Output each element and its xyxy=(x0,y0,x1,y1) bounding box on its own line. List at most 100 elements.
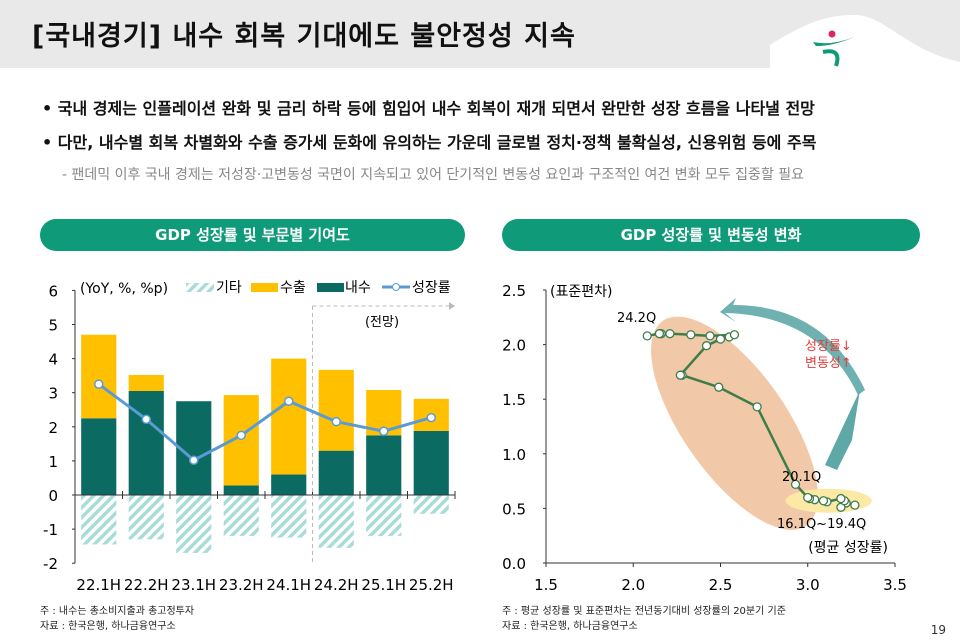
label-24-2q: 24.2Q xyxy=(617,311,656,326)
bar-other xyxy=(318,495,354,548)
data-point xyxy=(715,334,726,344)
growth-point xyxy=(94,379,104,389)
trend-label-volatility: 변동성↑ xyxy=(805,356,852,371)
x-tick-label: 22.1H xyxy=(76,576,121,594)
bullet-2: • 다만, 내수별 회복 차별화와 수출 증가세 둔화에 유의하는 가운데 글로… xyxy=(42,133,817,152)
bar-export xyxy=(318,369,354,451)
y-tick-label: 1 xyxy=(48,453,58,471)
y-tick-label: 2.5 xyxy=(502,282,526,300)
y-tick-label: 1.0 xyxy=(502,446,526,464)
data-point xyxy=(752,402,762,412)
y-tick-label: 3 xyxy=(48,385,58,403)
legend-growth: 성장률 xyxy=(412,280,451,296)
bar-other xyxy=(223,495,259,536)
bar-domestic xyxy=(223,485,259,495)
x-tick-label: 24.1H xyxy=(266,576,311,594)
chart2-note: 주 : 평균 성장률 및 표준편차는 전년동기대비 성장률의 20분기 기준 xyxy=(502,606,786,617)
chart1-note: 주 : 내수는 총소비지출과 총고정투자 xyxy=(40,606,195,617)
forecast-arrowhead-icon xyxy=(449,302,455,310)
x-tick-label: 2.0 xyxy=(621,576,645,594)
data-point xyxy=(714,382,724,392)
label-16-19: 16.1Q~19.4Q xyxy=(777,517,866,532)
sub-bullet: - 팬데믹 이후 국내 경제는 저성장·고변동성 국면이 지속되고 있어 단기적… xyxy=(62,167,805,183)
high-volatility-ellipse xyxy=(651,316,818,530)
y-tick-label: 0.5 xyxy=(502,500,526,518)
bar-domestic xyxy=(366,435,402,495)
trend-label-growth: 성장률↓ xyxy=(805,339,852,354)
y-tick-label: 0.0 xyxy=(502,555,526,573)
logo-area xyxy=(770,15,960,70)
legend-swatch-growth-point xyxy=(392,283,400,291)
growth-point xyxy=(284,396,294,406)
bar-other xyxy=(271,495,307,538)
trend-arrow-tail xyxy=(825,390,860,470)
trend-arrow-icon xyxy=(720,298,865,395)
data-point xyxy=(818,496,829,506)
growth-point xyxy=(331,416,341,427)
y-tick-label: 0 xyxy=(48,487,58,505)
growth-point xyxy=(236,430,246,441)
y-tick-label: 1.5 xyxy=(502,391,526,409)
bar-domestic xyxy=(318,450,354,495)
bar-other xyxy=(413,495,449,514)
y-tick-label: 2 xyxy=(48,419,58,437)
chart2-source: 자료 : 한국은행, 하나금융연구소 xyxy=(502,621,638,632)
hana-logo-icon xyxy=(813,30,854,67)
data-point xyxy=(665,329,675,339)
growth-point xyxy=(141,414,151,425)
data-point xyxy=(850,500,860,510)
x-tick-label: 25.2H xyxy=(409,576,454,594)
page-number: 19 xyxy=(930,623,946,637)
data-point xyxy=(675,370,686,380)
data-point xyxy=(836,493,846,504)
data-point xyxy=(701,341,712,351)
x-tick-label: 2.5 xyxy=(709,576,733,594)
legend-swatch-domestic xyxy=(317,283,344,292)
legend-export: 수출 xyxy=(280,280,306,296)
chart1-title: GDP 성장률 및 부문별 기여도 xyxy=(40,219,465,251)
legend-other: 기타 xyxy=(216,280,242,296)
chart1-source: 자료 : 한국은행, 하나금융연구소 xyxy=(40,621,176,632)
contribution-chart: -2 -1 0 1 2 3 4 5 6 22.1H 22.2H 23.1H 23.2H 24.1H 24.2… xyxy=(43,280,456,594)
legend-domestic: 내수 xyxy=(345,280,371,296)
x-tick-label: 24.2H xyxy=(314,576,359,594)
bar-domestic xyxy=(176,401,212,495)
data-point xyxy=(654,329,665,339)
y-tick-label: 5 xyxy=(48,317,58,335)
bar-export xyxy=(81,334,117,419)
bullet-1: • 국내 경제는 인플레이션 완화 및 금리 하락 등에 힘입어 내수 회복이 … xyxy=(42,99,815,118)
growth-point xyxy=(426,412,436,423)
x-tick-label: 23.2H xyxy=(219,576,264,594)
x-tick-label: 22.2H xyxy=(124,576,169,594)
data-point xyxy=(686,330,696,340)
x-axis-label: (평균 성장률) xyxy=(808,540,888,556)
bar-domestic xyxy=(271,474,307,495)
data-point xyxy=(729,330,740,340)
chart2-title: GDP 성장률 및 변동성 변화 xyxy=(502,219,920,251)
x-tick-label: 25.1H xyxy=(361,576,406,594)
y-axis-label: (표준편차) xyxy=(550,284,612,300)
bar-domestic xyxy=(413,430,449,495)
x-tick-label: 1.5 xyxy=(534,576,558,594)
legend-swatch-other xyxy=(186,283,214,292)
y-tick-label: 6 xyxy=(48,282,58,300)
bar-other xyxy=(176,495,212,553)
y-tick-label: 2.0 xyxy=(502,337,526,355)
forecast-label: (전망) xyxy=(365,315,399,330)
data-point xyxy=(803,492,813,503)
page-title: [국내경기] 내수 회복 기대에도 불안정성 지속 xyxy=(32,21,576,52)
data-point xyxy=(705,331,715,341)
volatility-chart: 0.0 0.5 1.0 1.5 2.0 2.5 1.5 2.0 2.5 3.0 3.5 24.2Q 20… xyxy=(502,282,907,594)
label-20-1q: 20.1Q xyxy=(782,470,821,485)
y-tick-label: 4 xyxy=(48,351,58,369)
bar-other xyxy=(128,495,164,540)
growth-line xyxy=(97,382,432,463)
bar-domestic xyxy=(81,418,117,495)
bar-export xyxy=(128,374,164,391)
growth-point xyxy=(189,455,199,465)
x-tick-label: 23.1H xyxy=(171,576,216,594)
bar-export xyxy=(271,358,307,475)
x-tick-label: 3.5 xyxy=(883,576,907,594)
